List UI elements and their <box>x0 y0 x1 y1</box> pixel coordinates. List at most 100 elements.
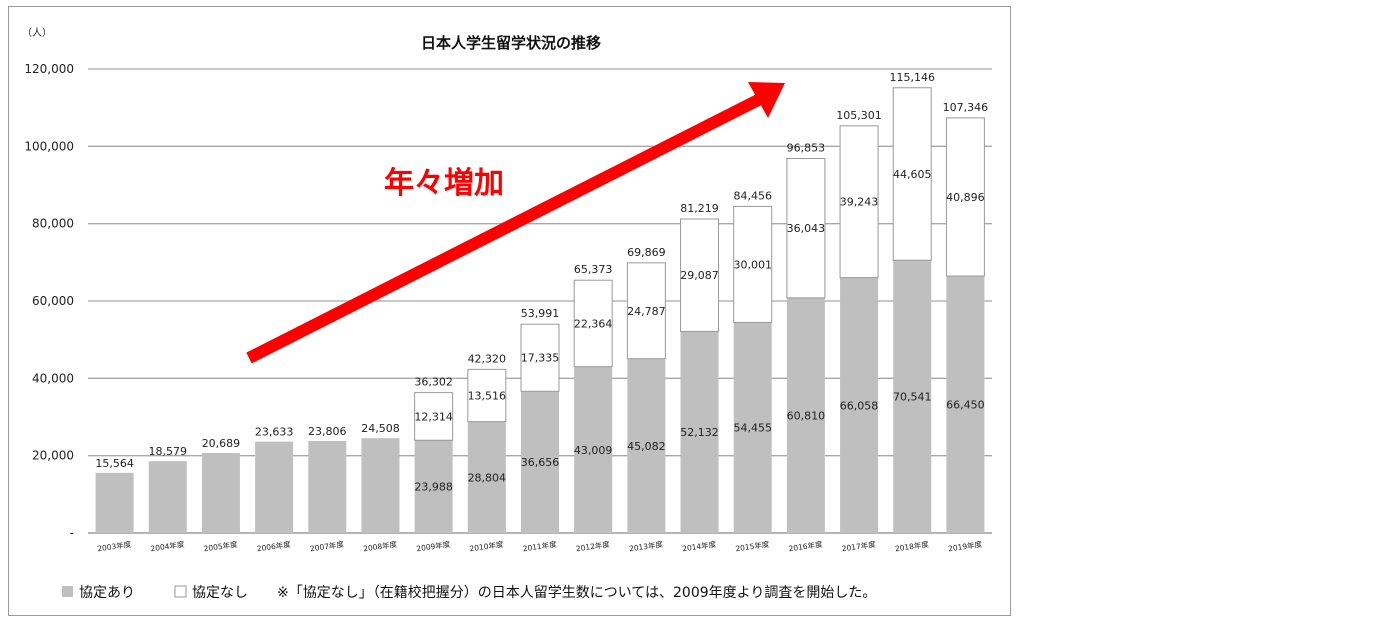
annotation-text: 年々増加 <box>384 166 504 201</box>
data-label-kyotei-ari-2009年度: 23,988 <box>414 481 453 494</box>
data-label-total-2009年度: 36,302 <box>414 376 453 389</box>
x-tick-label-4: 2007年度 <box>309 539 345 554</box>
data-label-kyotei-ari-2008年度: 24,508 <box>361 422 400 435</box>
data-label-kyotei-ari-2010年度: 28,804 <box>468 471 507 484</box>
data-label-total-2011年度: 53,991 <box>521 307 560 320</box>
bar-kyotei-ari-2011年度 <box>521 391 559 533</box>
bar-kyotei-nashi-2011年度 <box>520 323 560 392</box>
y-unit-label: （人） <box>22 27 52 39</box>
x-tick-label-5: 2008年度 <box>362 539 398 554</box>
y-tick-label-5: 100,000 <box>24 139 74 153</box>
bar-kyotei-nashi-2016年度 <box>786 158 826 299</box>
data-label-total-2018年度: 115,146 <box>889 71 935 84</box>
bar-kyotei-ari-2009年度 <box>414 440 453 533</box>
data-label-total-2012年度: 65,373 <box>574 263 613 276</box>
bar-kyotei-ari-2006年度 <box>255 441 294 533</box>
data-label-total-2015年度: 84,456 <box>733 189 772 202</box>
bar-kyotei-nashi-2009年度 <box>414 392 454 441</box>
bar-kyotei-ari-2012年度 <box>574 366 613 533</box>
x-tick-label-1: 2004年度 <box>150 539 186 554</box>
bar-kyotei-ari-2005年度 <box>201 453 240 533</box>
data-label-kyotei-ari-2012年度: 43,009 <box>574 444 613 457</box>
data-label-kyotei-ari-2003年度: 15,564 <box>95 457 134 470</box>
data-label-kyotei-ari-2018年度: 70,541 <box>893 391 932 404</box>
data-label-kyotei-ari-2013年度: 45,082 <box>627 440 666 453</box>
legend-label-kyotei-nashi: 協定なし <box>192 585 248 601</box>
bar-kyotei-nashi-2014年度 <box>680 218 720 332</box>
bar-kyotei-ari-2016年度 <box>786 297 825 533</box>
bar-kyotei-nashi-2010年度 <box>467 368 507 423</box>
trend-arrow-head <box>748 82 785 118</box>
data-label-total-2019年度: 107,346 <box>943 101 989 114</box>
x-tick-label-16: 2019年度 <box>947 539 983 554</box>
x-tick-label-15: 2018年度 <box>894 539 930 554</box>
y-tick-label-4: 80,000 <box>32 217 74 231</box>
x-tick-label-13: 2016年度 <box>788 539 824 554</box>
bar-kyotei-nashi-2013年度 <box>626 262 666 360</box>
data-label-kyotei-nashi-2015年度: 30,001 <box>733 258 772 271</box>
data-label-kyotei-nashi-2018年度: 44,605 <box>893 168 932 181</box>
data-label-total-2016年度: 96,853 <box>787 142 826 155</box>
data-label-kyotei-ari-2019年度: 66,450 <box>946 399 985 412</box>
x-tick-label-14: 2017年度 <box>841 539 877 554</box>
x-tick-label-8: 2011年度 <box>522 539 558 554</box>
data-label-total-2017年度: 105,301 <box>836 109 882 122</box>
bar-kyotei-ari-2013年度 <box>627 358 666 533</box>
bar-kyotei-ari-2008年度 <box>361 438 400 533</box>
legend-swatch-kyotei-nashi <box>174 585 187 598</box>
data-label-kyotei-ari-2015年度: 54,455 <box>733 422 772 435</box>
data-label-kyotei-nashi-2016年度: 36,043 <box>787 222 826 235</box>
bar-kyotei-ari-2019年度 <box>946 276 985 533</box>
data-label-kyotei-nashi-2019年度: 40,896 <box>946 191 985 204</box>
data-label-kyotei-nashi-2010年度: 13,516 <box>468 389 507 402</box>
chart-title: 日本人学生留学状況の推移 <box>421 34 601 52</box>
bar-kyotei-ari-2004年度 <box>148 461 187 533</box>
legend-note: ※「協定なし」（在籍校把握分）の日本人留学生数については、2009年度より調査を… <box>277 584 876 601</box>
trend-arrow-shaft <box>246 92 765 364</box>
bar-kyotei-nashi-2015年度 <box>733 205 773 323</box>
x-tick-label-11: 2014年度 <box>682 539 718 554</box>
data-label-kyotei-nashi-2012年度: 22,364 <box>574 317 613 330</box>
y-tick-label-6: 120,000 <box>24 62 74 76</box>
x-tick-label-6: 2009年度 <box>416 539 452 554</box>
data-label-kyotei-ari-2005年度: 20,689 <box>202 437 241 450</box>
data-label-kyotei-ari-2014年度: 52,132 <box>680 426 719 439</box>
legend-swatch-kyotei-ari <box>62 586 73 597</box>
bar-kyotei-ari-2003年度 <box>95 472 134 533</box>
bar-kyotei-ari-2017年度 <box>840 277 879 533</box>
bar-kyotei-nashi-2019年度 <box>945 117 985 277</box>
bar-kyotei-ari-2014年度 <box>680 331 719 533</box>
y-tick-label-1: 20,000 <box>32 449 74 463</box>
data-label-kyotei-nashi-2011年度: 17,335 <box>521 352 560 365</box>
bar-kyotei-ari-2015年度 <box>733 322 772 533</box>
x-tick-label-2: 2005年度 <box>203 539 239 554</box>
data-label-total-2014年度: 81,219 <box>680 202 719 215</box>
data-label-kyotei-nashi-2014年度: 29,087 <box>680 269 719 282</box>
x-tick-label-3: 2006年度 <box>256 539 292 554</box>
bar-kyotei-nashi-2017年度 <box>839 125 879 279</box>
bar-kyotei-ari-2010年度 <box>467 421 506 533</box>
bar-kyotei-ari-2007年度 <box>308 440 347 533</box>
x-tick-label-9: 2012年度 <box>575 539 611 554</box>
data-label-total-2010年度: 42,320 <box>468 352 507 365</box>
data-label-kyotei-ari-2016年度: 60,810 <box>787 409 826 422</box>
y-tick-label-0: - <box>70 526 74 540</box>
data-label-kyotei-nashi-2013年度: 24,787 <box>627 305 666 318</box>
data-label-kyotei-ari-2011年度: 36,656 <box>521 456 560 469</box>
bar-kyotei-nashi-2018年度 <box>892 87 932 261</box>
data-label-kyotei-ari-2017年度: 66,058 <box>840 399 879 412</box>
bar-kyotei-ari-2018年度 <box>893 260 932 533</box>
legend-label-kyotei-ari: 協定あり <box>79 585 135 601</box>
data-label-kyotei-ari-2006年度: 23,633 <box>255 426 294 439</box>
data-label-kyotei-ari-2004年度: 18,579 <box>149 445 188 458</box>
data-label-kyotei-nashi-2009年度: 12,314 <box>414 410 453 423</box>
x-tick-label-12: 2015年度 <box>735 539 771 554</box>
x-tick-label-7: 2010年度 <box>469 539 505 554</box>
data-label-total-2013年度: 69,869 <box>627 246 666 259</box>
bar-kyotei-nashi-2012年度 <box>573 279 613 368</box>
x-tick-label-10: 2013年度 <box>628 539 664 554</box>
y-tick-label-3: 60,000 <box>32 294 74 308</box>
data-label-kyotei-nashi-2017年度: 39,243 <box>840 196 879 209</box>
data-label-kyotei-ari-2007年度: 23,806 <box>308 425 347 438</box>
